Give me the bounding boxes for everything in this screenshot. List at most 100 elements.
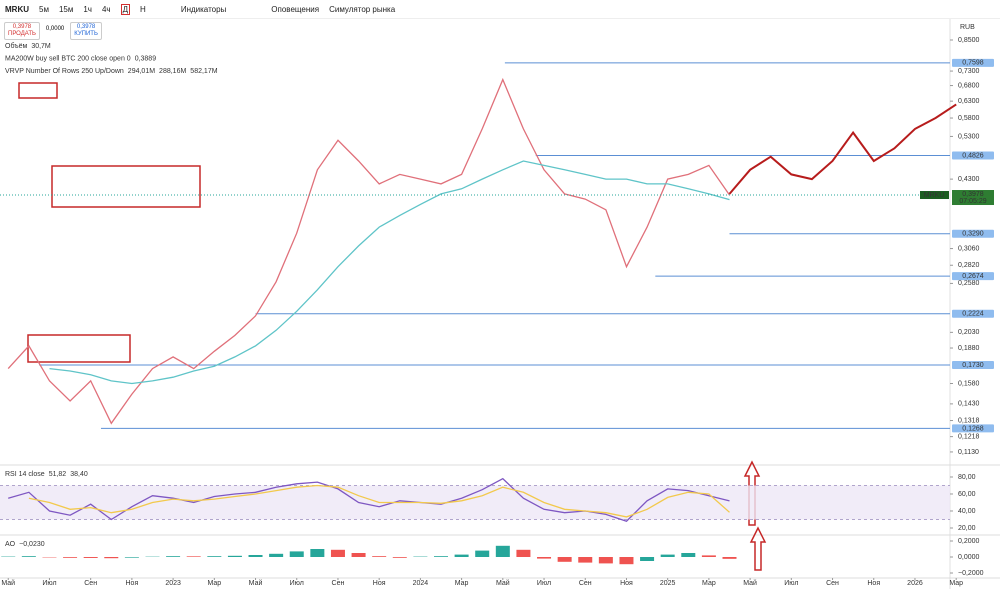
symbol-tag-label: MRKU	[924, 192, 945, 199]
price-tag	[952, 190, 994, 206]
symbol[interactable]: MRKU	[5, 4, 29, 14]
x-tick-label: Ноя	[620, 580, 633, 587]
ao-bar	[475, 550, 490, 557]
level-tag	[952, 151, 994, 160]
x-tick-label: Май	[249, 579, 263, 587]
series-line	[728, 103, 957, 195]
price-countdown: 07:05:29	[959, 198, 986, 205]
x-tick-label: Сен	[84, 580, 97, 587]
y-tick-label: 0,1318	[958, 417, 980, 424]
annotation-box	[27, 334, 131, 363]
x-tick-label: Сен	[332, 580, 345, 587]
y-tick-label: 0,1880	[958, 345, 980, 352]
interval[interactable]: 1ч	[83, 4, 92, 14]
ao-bar	[21, 556, 36, 557]
currency: RUB	[960, 24, 975, 31]
legend-value: 30,7M	[31, 43, 51, 50]
ao-bar	[310, 549, 325, 557]
ao-bar	[330, 549, 345, 557]
annotation-box	[51, 165, 201, 208]
y-tick-label: 0,0000	[958, 554, 980, 561]
level-label: 0,2674	[962, 273, 984, 280]
interval[interactable]: Д	[120, 3, 131, 15]
level-tag	[952, 229, 994, 238]
ao-bar	[578, 557, 593, 563]
x-tick-label: Июл	[784, 580, 798, 587]
y-tick-label: 0,4300	[958, 176, 980, 183]
panel-value: −0,0230	[19, 541, 45, 548]
legend-name: MA200W buy sell BTC 200 close open 0	[5, 55, 131, 62]
y-tick-label: 0,8500	[958, 37, 980, 44]
ao-bar	[619, 557, 634, 565]
x-tick-label: Сен	[826, 580, 839, 587]
interval[interactable]: 15м	[58, 4, 74, 14]
sell-button[interactable]: 0,3978 ПРОДАТЬ	[4, 22, 40, 40]
y-tick-label: 0,2000	[958, 538, 980, 545]
y-tick-label: 0,2820	[958, 262, 980, 269]
ao-bar	[124, 557, 139, 558]
ao-bar	[640, 557, 655, 561]
legend-value: 582,17M	[190, 68, 217, 75]
buy-price: 0,3978	[76, 24, 96, 30]
ao-bar	[433, 556, 448, 557]
ao-bar	[186, 556, 201, 557]
ao-bar	[248, 555, 263, 557]
buy-label: КУПИТЬ	[74, 31, 98, 37]
y-tick-label: −0,2000	[958, 570, 984, 577]
ao-bar	[166, 556, 181, 557]
level-tag	[952, 309, 994, 318]
ao-bar	[516, 549, 531, 557]
series-line	[49, 160, 730, 385]
legend-name: Объём	[5, 42, 27, 50]
level-label: 0,7598	[962, 60, 984, 67]
interval[interactable]: Н	[140, 4, 146, 14]
ao-bar	[454, 554, 469, 557]
series-line	[28, 484, 730, 518]
x-tick-label: Мар	[702, 580, 716, 587]
ao-bar	[207, 556, 222, 557]
level-tag	[952, 424, 994, 433]
panel-title: AO	[5, 541, 16, 548]
rsi-band	[0, 485, 950, 520]
buy-button[interactable]: 0,3978 КУПИТЬ	[70, 22, 102, 40]
x-tick-label: 2026	[907, 580, 923, 587]
annotation-arrow	[743, 460, 761, 526]
ao-bar	[598, 557, 613, 564]
y-tick-label: 0,7300	[958, 68, 980, 75]
panel-title: RSI 14 close	[5, 471, 45, 478]
y-tick-label: 0,1130	[958, 449, 979, 456]
ao-bar	[660, 554, 675, 557]
y-tick-label: 0,2030	[958, 329, 980, 336]
level-label: 0,1268	[962, 425, 984, 432]
ao-bar	[681, 553, 696, 557]
y-tick-label: 20,00	[958, 525, 976, 532]
x-tick-label: Ноя	[126, 580, 139, 587]
y-tick-label: 60,00	[958, 491, 976, 498]
symbol-tag	[920, 191, 949, 200]
level-label: 0,2224	[962, 311, 984, 318]
trade-panel: 0,3978 ПРОДАТЬ 0,0000 0,3978 КУПИТЬ	[4, 22, 102, 40]
x-tick-label: Ноя	[373, 580, 386, 587]
ao-bar	[372, 556, 387, 557]
price-tag-label: 0,3978	[962, 191, 984, 198]
simulator-button[interactable]: Симулятор рынка	[329, 4, 396, 14]
y-tick-label: 0,3060	[958, 245, 980, 252]
alerts-button[interactable]: Оповещения	[271, 4, 320, 14]
interval[interactable]: 5м	[39, 4, 49, 14]
ao-bar	[701, 555, 716, 557]
spread: 0,0000	[45, 26, 65, 32]
legend-name: VRVP Number Of Rows 250 Up/Down	[5, 68, 124, 75]
series-line	[7, 77, 731, 425]
indicators-button[interactable]: Индикаторы	[180, 4, 227, 14]
ao-bar	[63, 557, 78, 558]
x-tick-label: Май	[743, 579, 757, 587]
ao-bar	[722, 557, 737, 559]
ao-bar	[83, 557, 98, 558]
ao-bar	[392, 557, 407, 558]
x-tick-label: Мар	[949, 580, 963, 587]
interval[interactable]: 4ч	[101, 4, 111, 14]
level-tag	[952, 360, 994, 369]
ao-bar	[269, 553, 284, 557]
